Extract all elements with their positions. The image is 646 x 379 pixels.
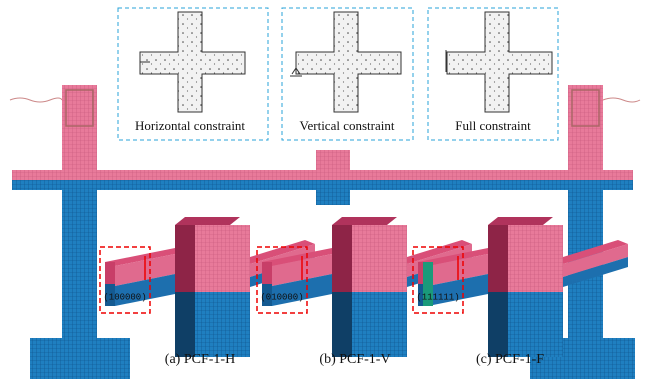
constraint-label: Vertical constraint [300,118,395,133]
constraint-label: Full constraint [455,118,531,133]
model-caption: (c) PCF-1-F [476,352,544,367]
model-caption: (b) PCF-1-V [319,352,390,367]
constraint-code: (100000) [103,292,146,302]
constraint-code: (010000) [260,292,303,302]
model-caption: (a) PCF-1-H [165,352,235,367]
constraint-label: Horizontal constraint [135,118,245,133]
constraint-code: (111111) [416,292,459,302]
figure: Horizontal constraint Vertical constrain… [0,0,646,379]
